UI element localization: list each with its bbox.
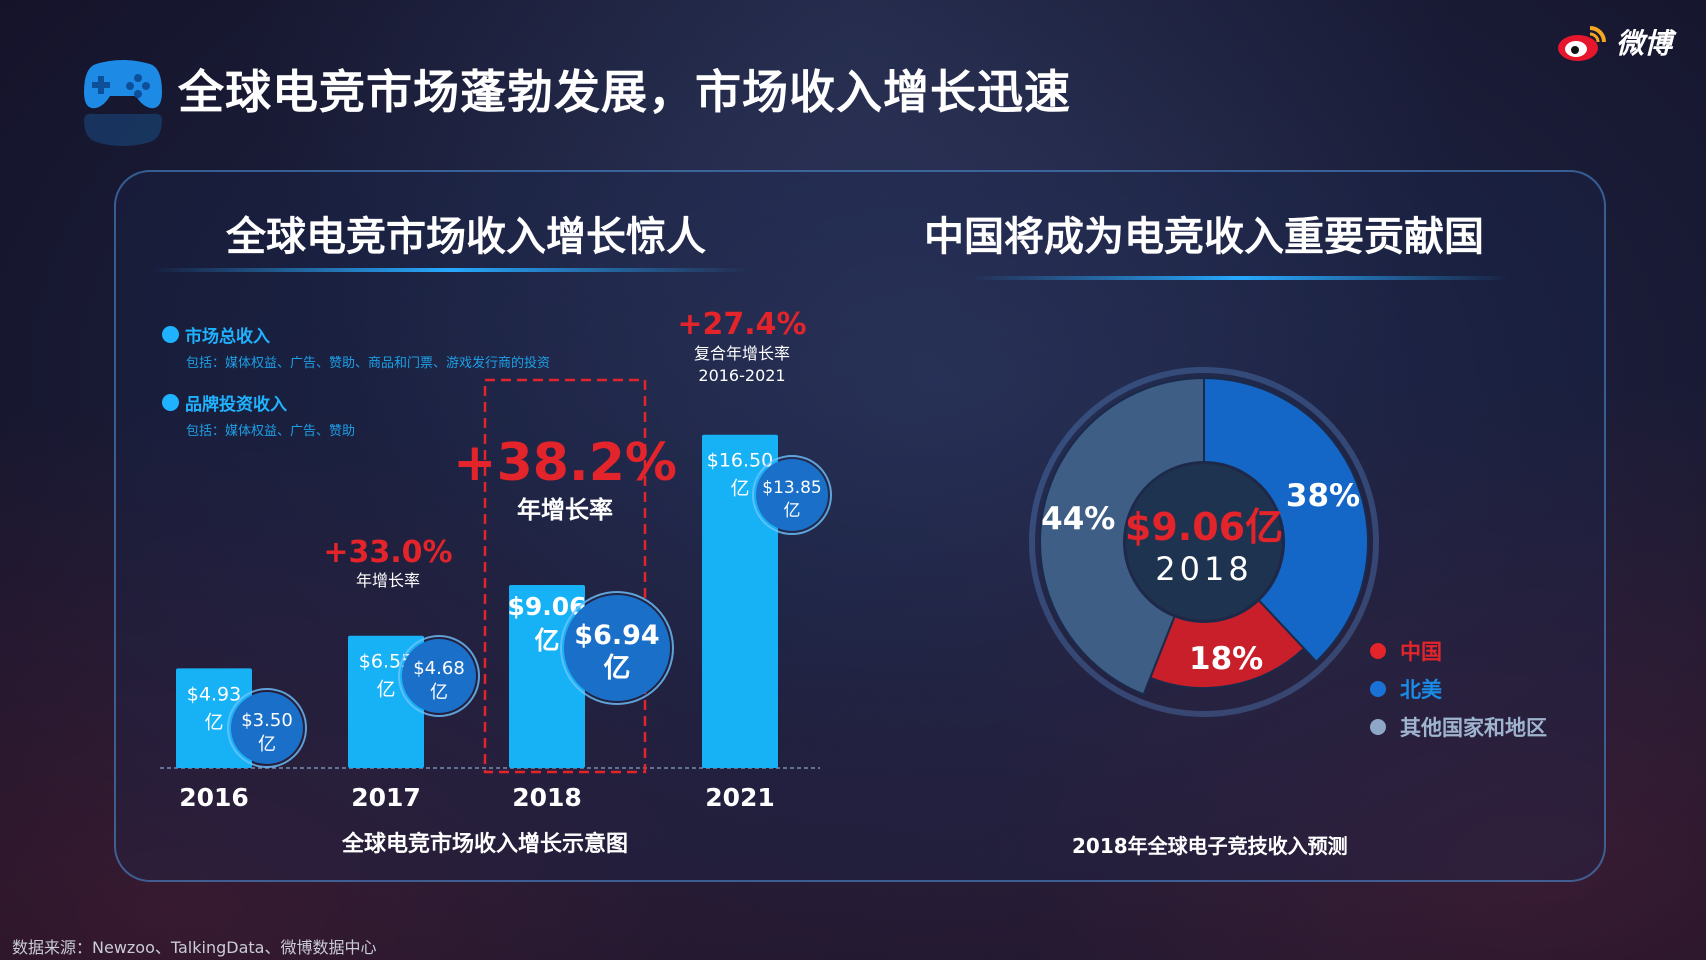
growth-label-2017-line-0: 年增长率 [356, 571, 420, 590]
growth-label-2018-line-0: 年增长率 [517, 496, 613, 524]
bar-total-label-2016-line-1: 亿 [204, 711, 223, 733]
brand-label-2016-line-0: $3.50 [241, 710, 293, 731]
legend-label-other: 其他国家和地区 [1400, 716, 1547, 740]
donut-legend-other: 其他国家和地区 [1370, 708, 1547, 746]
brand-circle-ring-2021 [752, 455, 832, 535]
page-title: 全球电竞市场蓬勃发展，市场收入增长迅速 [178, 65, 1071, 119]
bar-total-label-2021-line-0: $16.50 [707, 450, 773, 472]
brand-circle-2017 [402, 639, 476, 713]
brand-circle-ring-2016 [227, 688, 307, 768]
donut-legend-china: 中国 [1370, 632, 1547, 670]
donut-legend-north-america: 北美 [1370, 670, 1547, 708]
bar-total-2021 [702, 434, 778, 768]
bar-total-2018 [509, 584, 585, 768]
legend-desc-total: 包括：媒体权益、广告、赞助、商品和门票、游戏发行商的投资 [186, 356, 551, 371]
brand-label-2016-line-1: 亿 [258, 734, 276, 755]
brand-circle-2021 [756, 459, 828, 531]
legend-label-china: 中国 [1400, 640, 1442, 664]
donut-center-value: $9.06亿 [1125, 505, 1283, 549]
bar-total-label-2017-line-1: 亿 [376, 679, 395, 701]
x-tick-2021: 2021 [705, 783, 775, 812]
weibo-brand-text: 微博 [1616, 27, 1673, 60]
donut-slice-2 [1039, 376, 1205, 696]
growth-value-2017: +33.0% [323, 535, 452, 570]
bar-total-label-2021-line-1: 亿 [730, 478, 749, 500]
legend-label-north-america: 北美 [1400, 678, 1442, 702]
legend-total-revenue: 市场总收入 [162, 322, 270, 347]
brand-label-2018-line-1: 亿 [604, 653, 631, 684]
legend-dot-other [1370, 719, 1386, 735]
legend-brand-revenue: 品牌投资收入 [162, 390, 287, 415]
brand-label-2017-line-1: 亿 [430, 682, 448, 703]
right-subtitle: 中国将成为电竞收入重要贡献国 [924, 214, 1484, 260]
weibo-icon [1558, 26, 1606, 61]
right-subtitle-underline [970, 276, 1510, 280]
legend-dot-total [162, 326, 179, 343]
growth-value-2021: +27.4% [677, 307, 806, 342]
donut-outer-glow [1029, 367, 1379, 717]
x-tick-2018: 2018 [512, 783, 582, 812]
donut-slice-label-0: 38% [1286, 478, 1360, 514]
gamepad-icon [82, 58, 164, 152]
donut-chart-caption: 2018年全球电子竞技收入预测 [1072, 834, 1348, 858]
donut-center-year: 2018 [1155, 550, 1252, 588]
legend-desc-brand: 包括：媒体权益、广告、赞助 [186, 424, 356, 439]
legend-dot-north-america [1370, 681, 1386, 697]
weibo-logo: 微博 [1556, 22, 1672, 62]
growth-label-2021-line-0: 复合年增长率 [694, 344, 790, 363]
bar-total-label-2018-line-0: $9.06 [507, 592, 586, 621]
bar-total-label-2018-line-1: 亿 [534, 626, 559, 655]
x-tick-2016: 2016 [179, 783, 249, 812]
highlight-box-2018 [483, 378, 647, 774]
donut-slice-label-1: 18% [1189, 641, 1263, 677]
bar-chart-caption: 全球电竞市场收入增长示意图 [342, 832, 629, 857]
legend-label-brand: 品牌投资收入 [185, 395, 287, 415]
brand-circle-2016 [231, 692, 303, 764]
brand-circle-2018 [564, 595, 670, 701]
x-tick-2017: 2017 [351, 783, 421, 812]
left-subtitle-underline [150, 268, 750, 272]
bar-total-label-2016-line-0: $4.93 [187, 683, 241, 705]
legend-dot-china [1370, 643, 1386, 659]
brand-label-2017-line-0: $4.68 [413, 658, 465, 679]
donut-legend: 中国 北美 其他国家和地区 [1370, 632, 1547, 746]
brand-label-2018-line-0: $6.94 [574, 620, 659, 651]
growth-value-2018: +38.2% [453, 433, 677, 493]
left-subtitle: 全球电竞市场收入增长惊人 [226, 214, 706, 260]
brand-circle-ring-2017 [398, 635, 480, 717]
legend-label-total: 市场总收入 [185, 327, 270, 347]
donut-slice-0 [1203, 376, 1369, 663]
data-source: 数据来源：Newzoo、TalkingData、微博数据中心 [12, 938, 377, 957]
legend-dot-brand [162, 394, 179, 411]
brand-circle-ring-2018 [560, 591, 674, 705]
bar-total-2016 [176, 668, 252, 768]
brand-label-2021-line-0: $13.85 [762, 478, 821, 498]
growth-label-2021-line-1: 2016-2021 [698, 366, 785, 385]
donut-center [1126, 464, 1282, 620]
donut-slice-label-2: 44% [1041, 501, 1115, 537]
brand-label-2021-line-1: 亿 [784, 501, 801, 521]
